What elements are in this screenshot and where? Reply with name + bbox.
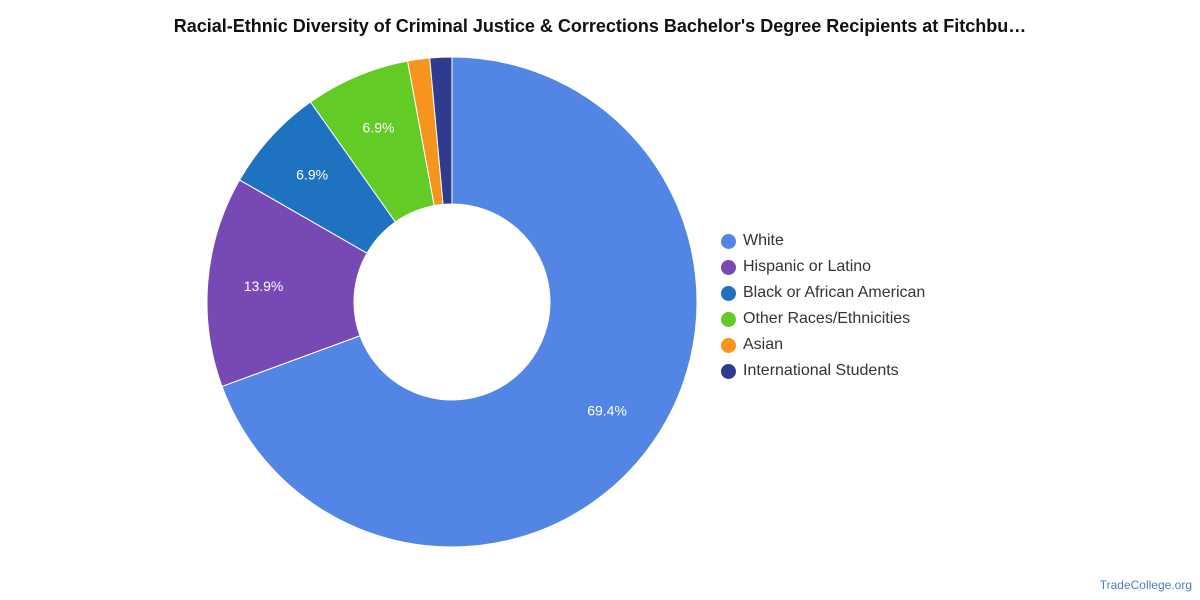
- legend-swatch: [721, 259, 736, 275]
- legend-label: Black or African American: [743, 284, 926, 301]
- legend-item-asian[interactable]: Asian: [721, 332, 925, 358]
- watermark: TradeCollege.org: [1099, 578, 1192, 592]
- slice-white[interactable]: [221, 56, 698, 548]
- legend-swatch: [721, 337, 736, 353]
- legend-swatch: [721, 363, 736, 379]
- legend-item-other-races-ethnicities[interactable]: Other Races/Ethnicities: [721, 306, 925, 332]
- legend-item-white[interactable]: White: [721, 228, 925, 254]
- chart-title: Racial-Ethnic Diversity of Criminal Just…: [173, 16, 1027, 36]
- legend-label: International Students: [743, 362, 899, 379]
- legend-label: Hispanic or Latino: [743, 258, 872, 275]
- slice-hispanic-or-latino[interactable]: [206, 179, 368, 388]
- legend-label: Other Races/Ethnicities: [743, 310, 911, 327]
- legend-item-black-or-african-american[interactable]: Black or African American: [721, 280, 925, 306]
- legend-item-international-students[interactable]: International Students: [721, 358, 925, 384]
- legend-swatch: [721, 285, 736, 301]
- legend-label: White: [743, 232, 784, 249]
- slice-international-students[interactable]: [429, 56, 453, 205]
- slice-label-black-or-african-american: 6.9%: [296, 167, 328, 183]
- legend-swatch: [721, 311, 736, 327]
- legend-label: Asian: [743, 336, 784, 353]
- legend-item-hispanic-or-latino[interactable]: Hispanic or Latino: [721, 254, 925, 280]
- slice-label-white: 69.4%: [587, 402, 627, 418]
- chart-legend: White Hispanic or Latino Black or African …: [721, 228, 925, 384]
- slice-label-other-races-ethnicities: 6.9%: [363, 120, 395, 136]
- slice-label-hispanic-or-latino: 13.9%: [244, 278, 284, 294]
- legend-swatch: [721, 233, 736, 249]
